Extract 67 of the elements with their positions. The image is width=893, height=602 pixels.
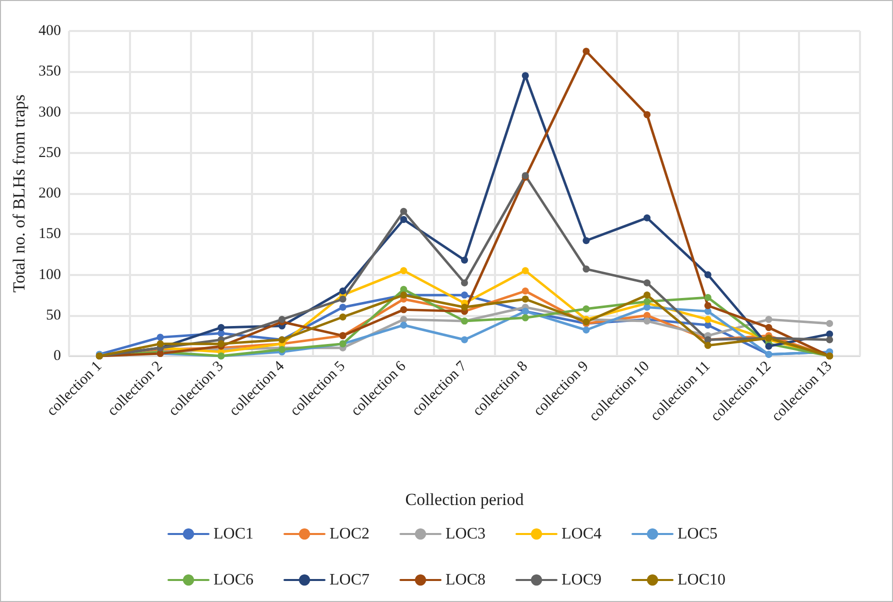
point xyxy=(644,279,651,286)
point xyxy=(400,208,408,215)
point xyxy=(644,111,651,118)
y-axis-title: Total no. of BLHs from traps xyxy=(10,94,29,293)
point xyxy=(339,304,346,311)
legend-label: LOC3 xyxy=(446,526,486,542)
legend-label: LOC5 xyxy=(678,526,718,542)
point xyxy=(400,306,408,314)
point xyxy=(156,340,164,348)
point xyxy=(704,294,712,301)
point xyxy=(218,324,225,332)
point xyxy=(826,336,834,344)
y-tick-label: 150 xyxy=(38,226,61,242)
point xyxy=(339,288,346,294)
point xyxy=(644,292,651,299)
point xyxy=(461,336,468,344)
point xyxy=(765,316,772,323)
point xyxy=(826,320,834,327)
point xyxy=(461,279,468,286)
point xyxy=(644,304,651,311)
point xyxy=(461,292,468,299)
point xyxy=(704,316,712,323)
point xyxy=(400,322,408,329)
point xyxy=(156,334,164,341)
legend-label: LOC7 xyxy=(330,572,370,588)
point xyxy=(582,48,590,55)
legend-label: LOC9 xyxy=(562,572,602,588)
legend-label: LOC10 xyxy=(678,572,726,588)
point xyxy=(339,314,346,320)
y-tick-label: 400 xyxy=(38,23,61,39)
point xyxy=(704,271,712,278)
y-tick-label: 0 xyxy=(54,348,61,364)
point xyxy=(582,326,590,334)
point xyxy=(582,237,590,244)
point xyxy=(400,216,408,223)
point xyxy=(400,267,408,274)
legend-label: LOC4 xyxy=(562,526,602,542)
point xyxy=(582,305,590,312)
point xyxy=(704,308,712,315)
point xyxy=(339,296,346,303)
point xyxy=(765,324,772,332)
point xyxy=(582,266,590,273)
legend-label: LOC8 xyxy=(446,572,486,588)
point xyxy=(522,288,529,294)
point xyxy=(461,256,468,264)
legend-label: LOC1 xyxy=(214,526,254,542)
point xyxy=(522,296,529,303)
point xyxy=(704,302,712,310)
point xyxy=(644,214,651,222)
y-tick-label: 50 xyxy=(46,307,61,324)
y-tick-label: 300 xyxy=(38,104,61,120)
point xyxy=(522,72,529,80)
x-axis-title: Collection period xyxy=(405,490,524,509)
y-tick-label: 200 xyxy=(38,186,61,202)
legend-label: LOC6 xyxy=(214,572,254,588)
y-tick-label: 350 xyxy=(38,64,61,80)
point xyxy=(522,314,529,322)
point xyxy=(704,342,712,349)
point xyxy=(826,330,834,338)
point xyxy=(218,340,225,348)
legend-label: LOC2 xyxy=(330,526,370,542)
point xyxy=(522,267,529,274)
point xyxy=(765,342,772,350)
point xyxy=(461,304,468,311)
point xyxy=(278,316,286,323)
y-tick-label: 100 xyxy=(38,266,61,283)
y-tick-label: 250 xyxy=(38,144,61,161)
